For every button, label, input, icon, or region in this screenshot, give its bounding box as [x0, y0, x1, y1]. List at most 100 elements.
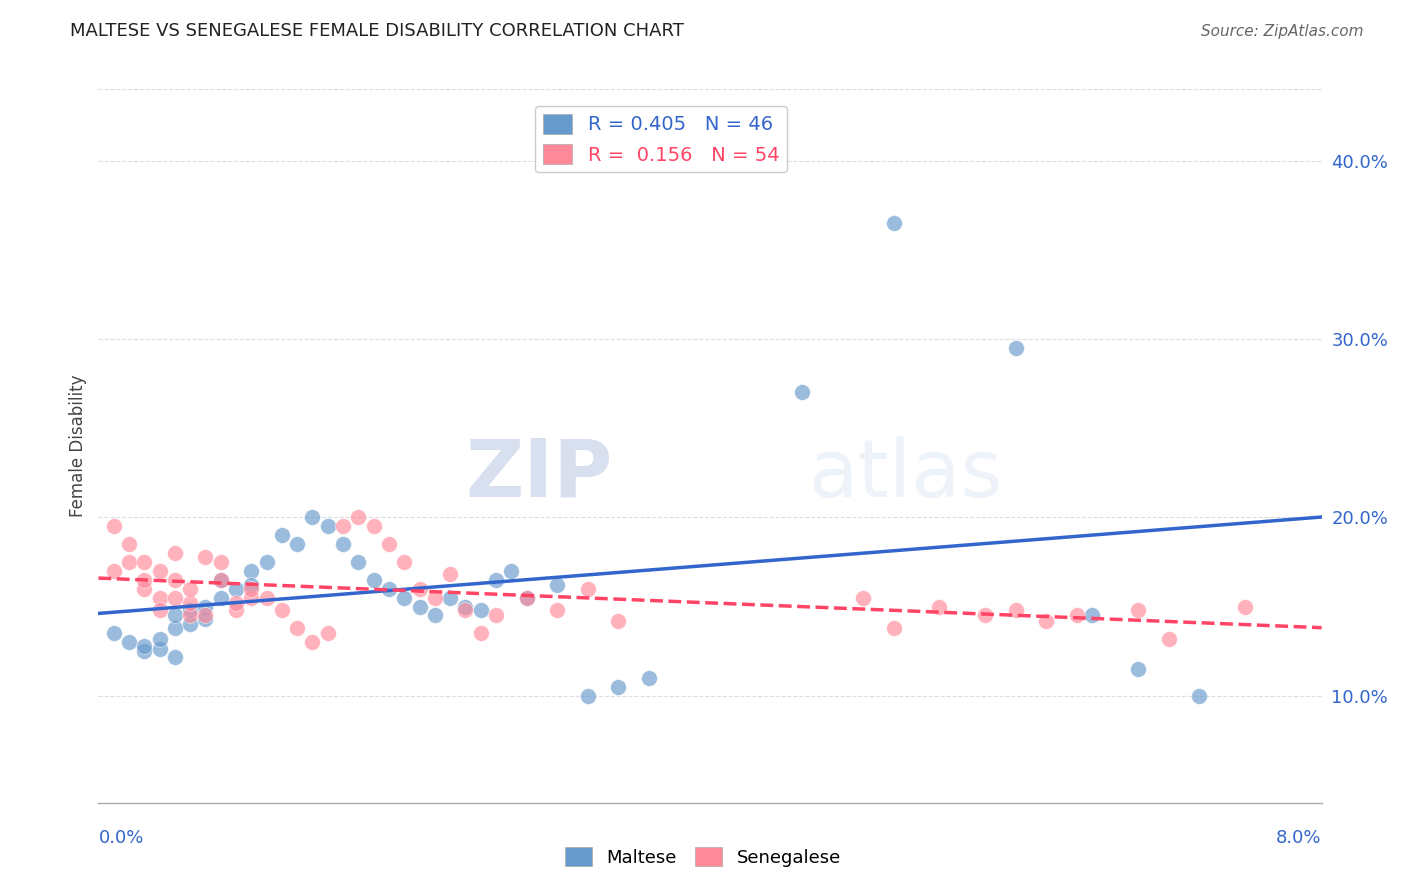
Point	[270, 603, 294, 617]
Point	[194, 608, 217, 623]
Point	[194, 599, 217, 614]
Text: 8.0%: 8.0%	[1277, 829, 1322, 847]
Text: MALTESE VS SENEGALESE FEMALE DISABILITY CORRELATION CHART: MALTESE VS SENEGALESE FEMALE DISABILITY …	[70, 21, 685, 39]
Point	[439, 567, 461, 582]
Point	[378, 537, 401, 551]
Point	[485, 573, 508, 587]
Point	[179, 596, 201, 610]
Point	[134, 639, 156, 653]
Point	[179, 608, 201, 623]
Point	[347, 510, 370, 524]
Point	[179, 603, 201, 617]
Point	[103, 564, 125, 578]
Point	[103, 519, 125, 533]
Point	[240, 564, 263, 578]
Y-axis label: Female Disability: Female Disability	[69, 375, 87, 517]
Point	[1004, 341, 1026, 355]
Point	[316, 626, 339, 640]
Point	[637, 671, 661, 685]
Point	[118, 537, 141, 551]
Text: atlas: atlas	[808, 435, 1002, 514]
Point	[546, 578, 568, 592]
Legend: Maltese, Senegalese: Maltese, Senegalese	[558, 840, 848, 874]
Point	[209, 573, 232, 587]
Text: Source: ZipAtlas.com: Source: ZipAtlas.com	[1201, 24, 1364, 38]
Point	[1128, 662, 1150, 676]
Point	[790, 385, 813, 400]
Point	[301, 635, 323, 649]
Point	[134, 644, 156, 658]
Point	[240, 578, 263, 592]
Point	[454, 603, 477, 617]
Point	[134, 573, 156, 587]
Point	[149, 564, 172, 578]
Point	[194, 549, 217, 564]
Point	[240, 591, 263, 605]
Point	[179, 582, 201, 596]
Point	[163, 573, 186, 587]
Point	[470, 603, 492, 617]
Point	[516, 591, 538, 605]
Point	[103, 626, 125, 640]
Legend: R = 0.405   N = 46, R =  0.156   N = 54: R = 0.405 N = 46, R = 0.156 N = 54	[536, 106, 787, 172]
Point	[883, 621, 905, 635]
Point	[1128, 603, 1150, 617]
Point	[392, 555, 416, 569]
Point	[1157, 632, 1180, 646]
Point	[134, 582, 156, 596]
Point	[852, 591, 875, 605]
Point	[225, 582, 247, 596]
Point	[149, 642, 172, 657]
Point	[392, 591, 416, 605]
Point	[928, 599, 950, 614]
Point	[1188, 689, 1211, 703]
Point	[163, 649, 186, 664]
Point	[270, 528, 294, 542]
Point	[1081, 608, 1104, 623]
Point	[225, 603, 247, 617]
Point	[194, 612, 217, 626]
Point	[149, 603, 172, 617]
Point	[240, 582, 263, 596]
Point	[179, 617, 201, 632]
Point	[576, 582, 599, 596]
Point	[1066, 608, 1088, 623]
Point	[1234, 599, 1257, 614]
Point	[163, 608, 186, 623]
Point	[316, 519, 339, 533]
Point	[974, 608, 997, 623]
Point	[118, 635, 141, 649]
Point	[607, 614, 630, 628]
Point	[576, 689, 599, 703]
Point	[163, 591, 186, 605]
Point	[285, 537, 308, 551]
Point	[163, 621, 186, 635]
Point	[378, 582, 401, 596]
Point	[209, 591, 232, 605]
Point	[485, 608, 508, 623]
Point	[163, 546, 186, 560]
Point	[408, 599, 430, 614]
Point	[516, 591, 538, 605]
Point	[149, 632, 172, 646]
Point	[332, 537, 354, 551]
Point	[285, 621, 308, 635]
Point	[256, 591, 278, 605]
Point	[423, 591, 446, 605]
Point	[225, 596, 247, 610]
Point	[301, 510, 323, 524]
Point	[347, 555, 370, 569]
Point	[501, 564, 523, 578]
Point	[454, 599, 477, 614]
Point	[1004, 603, 1026, 617]
Point	[1035, 614, 1057, 628]
Point	[209, 573, 232, 587]
Point	[256, 555, 278, 569]
Point	[607, 680, 630, 694]
Point	[209, 555, 232, 569]
Point	[363, 573, 385, 587]
Point	[423, 608, 446, 623]
Point	[149, 591, 172, 605]
Point	[883, 216, 905, 230]
Point	[118, 555, 141, 569]
